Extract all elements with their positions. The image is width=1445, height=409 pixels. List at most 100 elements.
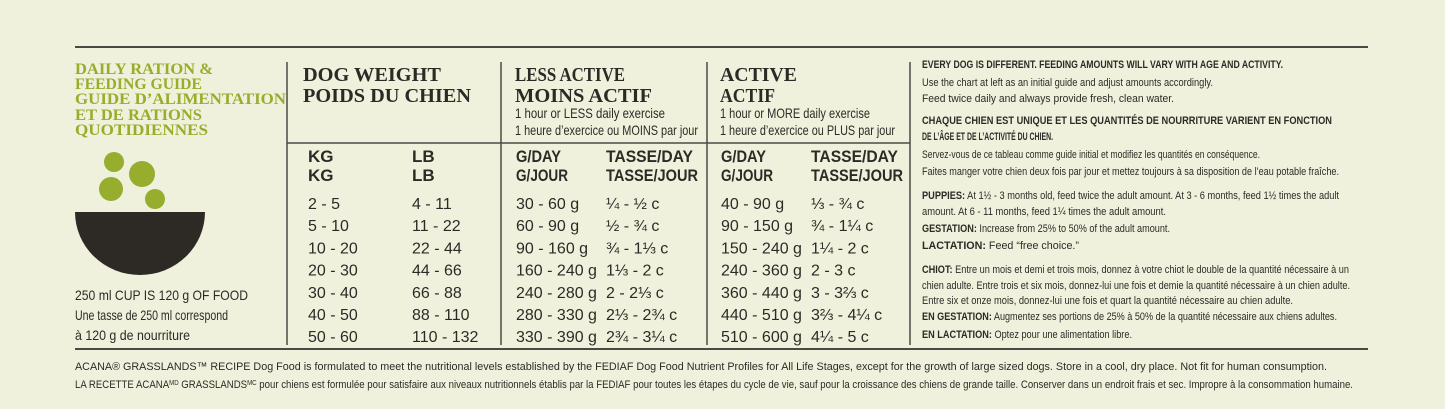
note-text: chien adulte. Entre trois et six mois, d…	[922, 280, 1350, 292]
table-cell: 2 - 2⅓ c	[606, 285, 664, 302]
note-text: Servez-vous de ce tableau comme guide in…	[922, 149, 1260, 161]
cup-note: à 120 g de nourriture	[75, 327, 190, 343]
note-line: Feed twice daily and always provide fres…	[922, 93, 1174, 105]
table-cell: 10 - 20	[308, 240, 358, 257]
table-cell: 90 - 150 g	[721, 218, 793, 235]
column-header: G/JOUR	[516, 166, 568, 185]
cup-note: 250 ml CUP IS 120 g OF FOOD	[75, 287, 248, 303]
note-label: EVERY DOG IS DIFFERENT. FEEDING AMOUNTS …	[922, 59, 1283, 71]
group-subtitle: 1 hour or LESS daily exercise	[515, 105, 665, 121]
table-cell: 330 - 390 g	[516, 329, 597, 346]
table-cell: 4 - 11	[412, 196, 452, 213]
note-line: CHIOT: Entre un mois et demi et trois mo…	[922, 264, 1349, 276]
note-line: CHAQUE CHIEN EST UNIQUE ET LES QUANTITÉS…	[922, 114, 1332, 127]
group-title: ACTIVE	[720, 64, 797, 86]
note-line: amount. At 6 - 11 months, feed 1¼ times …	[922, 206, 1166, 218]
table-cell: 88 - 110	[412, 307, 470, 324]
column-header: TASSE/DAY	[606, 147, 694, 166]
note-line: LACTATION: Feed “free choice.”	[922, 240, 1079, 252]
table-cell: 50 - 60	[308, 329, 358, 346]
note-label: LACTATION:	[922, 240, 986, 252]
note-text: Entre un mois et demi et trois mois, don…	[953, 264, 1349, 276]
note-line: Entre six et onze mois, donnez-lui une f…	[922, 295, 1293, 307]
table-cell: 66 - 88	[412, 285, 462, 302]
note-line: DE L’ÂGE ET DE L’ACTIVITÉ DU CHIEN.	[922, 130, 1053, 143]
table-cell: 150 - 240 g	[721, 240, 802, 257]
note-label: CHIOT:	[922, 264, 953, 276]
group-title: DOG WEIGHT	[303, 64, 442, 86]
group-subtitle: 1 heure d’exercice ou MOINS par jour	[515, 122, 698, 138]
note-line: EVERY DOG IS DIFFERENT. FEEDING AMOUNTS …	[922, 59, 1283, 71]
table-cell: 3⅔ - 4¼ c	[811, 307, 882, 324]
column-header: LB	[412, 147, 435, 166]
note-line: EN GESTATION: Augmentez ses portions de …	[922, 311, 1337, 323]
table-cell: 1¼ - 2 c	[811, 240, 869, 257]
trademark: MD	[169, 380, 179, 387]
trademark: MC	[247, 380, 257, 387]
table-cell: 60 - 90 g	[516, 218, 579, 235]
table-cell: ¾ - 1¼ c	[811, 218, 873, 235]
column-header: TASSE/DAY	[811, 147, 899, 166]
table-cell: 440 - 510 g	[721, 307, 802, 324]
kibble	[129, 161, 155, 187]
group-subtitle: 1 hour or MORE daily exercise	[720, 105, 870, 121]
kibble	[99, 177, 123, 201]
note-label: EN LACTATION:	[922, 329, 992, 341]
group-subtitle: 1 heure d’exercice ou PLUS par jour	[720, 122, 895, 138]
column-header: G/DAY	[516, 147, 562, 166]
note-text: Optez pour une alimentation libre.	[992, 329, 1132, 341]
group-title: LESS ACTIVE	[515, 64, 625, 86]
table-cell: 2⅓ - 2¾ c	[606, 307, 677, 324]
table-cell: 360 - 440 g	[721, 285, 802, 302]
note-line: PUPPIES: At 1½ - 3 months old, feed twic…	[922, 190, 1339, 202]
table-cell: 2 - 5	[308, 196, 340, 213]
footer-line: LA RECETTE ACANAMD GRASSLANDSMC pour chi…	[75, 379, 1353, 391]
table-cell: 11 - 22	[412, 218, 461, 235]
title-line: FEEDING GUIDE	[75, 76, 202, 93]
note-label: DE L’ÂGE ET DE L’ACTIVITÉ DU CHIEN.	[922, 130, 1053, 143]
table-cell: 510 - 600 g	[721, 329, 802, 346]
table-cell: ¼ - ½ c	[606, 196, 659, 213]
note-line: Servez-vous de ce tableau comme guide in…	[922, 149, 1260, 161]
note-text: Feed “free choice.”	[986, 240, 1079, 252]
column-header: TASSE/JOUR	[811, 166, 903, 185]
food-icon	[75, 152, 205, 275]
title-line: QUOTIDIENNES	[75, 122, 208, 139]
table-rules	[286, 62, 911, 345]
table-cell: ½ - ¾ c	[606, 218, 659, 235]
note-label: PUPPIES:	[922, 190, 965, 202]
table-cell: 1⅓ - 2 c	[606, 263, 664, 280]
table-cell: 2 - 3 c	[811, 263, 855, 280]
table-cell: 90 - 160 g	[516, 240, 588, 257]
table-cell: 20 - 30	[308, 263, 358, 280]
column-header: KG	[308, 166, 334, 185]
note-label: CHAQUE CHIEN EST UNIQUE ET LES QUANTITÉS…	[922, 114, 1332, 127]
bowl	[75, 212, 205, 275]
note-text: Use the chart at left as an initial guid…	[922, 77, 1213, 89]
table-cell: 3 - 3⅔ c	[811, 285, 869, 302]
footer-text: GRASSLANDS	[179, 379, 247, 391]
note-line: chien adulte. Entre trois et six mois, d…	[922, 280, 1350, 292]
table-cell: 280 - 330 g	[516, 307, 597, 324]
column-header: G/JOUR	[721, 166, 773, 185]
note-text: Augmentez ses portions de 25% à 50% de l…	[992, 311, 1337, 323]
table-cell: 240 - 280 g	[516, 285, 597, 302]
note-line: Use the chart at left as an initial guid…	[922, 77, 1213, 89]
table-cell: 44 - 66	[412, 263, 462, 280]
group-title: MOINS ACTIF	[515, 85, 652, 107]
table-cell: 40 - 50	[308, 307, 358, 324]
table-cell: 40 - 90 g	[721, 196, 784, 213]
column-header: G/DAY	[721, 147, 767, 166]
group-title: POIDS DU CHIEN	[303, 85, 472, 107]
note-line: Faites manger votre chien deux fois par …	[922, 166, 1339, 178]
note-label: EN GESTATION:	[922, 311, 992, 323]
cup-note: Une tasse de 250 ml correspond	[75, 307, 228, 323]
table-cell: 160 - 240 g	[516, 263, 597, 280]
table-cell: 110 - 132	[412, 329, 479, 346]
note-text: Feed twice daily and always provide fres…	[922, 93, 1174, 105]
note-text: amount. At 6 - 11 months, feed 1¼ times …	[922, 206, 1166, 218]
note-text: At 1½ - 3 months old, feed twice the adu…	[965, 190, 1339, 202]
footer-text: pour chiens est formulée pour satisfaire…	[257, 379, 1353, 391]
kibble	[145, 189, 165, 209]
